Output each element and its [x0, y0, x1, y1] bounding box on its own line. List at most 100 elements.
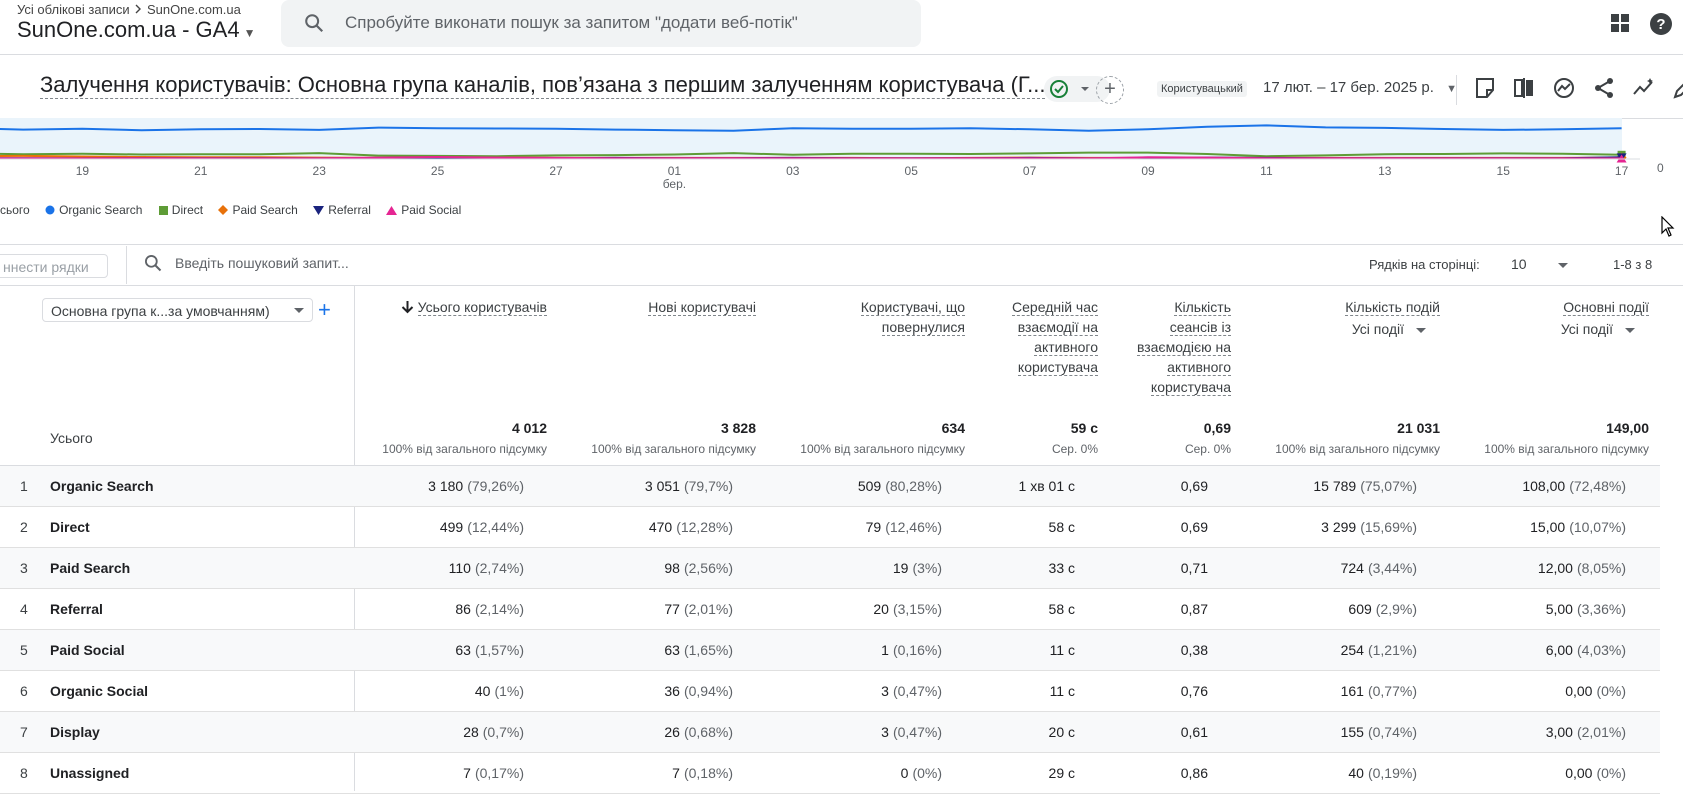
breadcrumb-child[interactable]: SunOne.com.ua: [146, 2, 241, 18]
dimension-selector[interactable]: Основна група к...за умовчанням): [42, 298, 313, 322]
add-dimension-button[interactable]: +: [318, 297, 331, 322]
row-dimension[interactable]: Display: [50, 724, 100, 740]
col-header-key-events[interactable]: Основні події Усі події: [1479, 297, 1649, 339]
col-header-total-users[interactable]: Усього користувачів: [377, 297, 547, 317]
table-row[interactable]: 8 Unassigned 7 (0,17%) 7 (0,18%) 0 (0%) 29 с 0,86…: [0, 753, 1660, 794]
total-value: 634: [941, 420, 965, 436]
legend-item-organic-search[interactable]: Organic Search: [45, 203, 142, 217]
report-title[interactable]: Залучення користувачів: Основна група ка…: [40, 72, 1046, 99]
event-filter-select[interactable]: Усі події: [1270, 319, 1440, 339]
row-cell: 7 (0,18%): [672, 765, 733, 781]
row-index: 2: [20, 519, 28, 535]
check-circle-icon[interactable]: [1043, 75, 1111, 103]
y-axis-zero-label: 0: [1657, 161, 1664, 175]
caret-down-icon: ▼: [1446, 83, 1457, 95]
row-cell: 40 (1%): [474, 683, 524, 699]
total-sub: 100% від загального підсумку: [800, 442, 965, 456]
legend-item-referral[interactable]: Referral: [313, 203, 371, 217]
table-row[interactable]: 7 Display 28 (0,7%) 26 (0,68%) 3 (0,47%) 20 с 0,6…: [0, 712, 1660, 753]
row-cell: 12,00 (8,05%): [1537, 560, 1626, 576]
table-header-divider: [0, 285, 1683, 286]
rows-per-page-select[interactable]: 10: [1511, 256, 1527, 272]
row-cell: 0,86: [1180, 765, 1208, 781]
x-tick-label: 01: [668, 164, 682, 178]
caret-down-icon: [1416, 328, 1426, 333]
row-cell: 33 с: [1048, 560, 1075, 576]
svg-text:?: ?: [1656, 16, 1665, 33]
row-cell: 58 с: [1048, 519, 1075, 535]
table-row[interactable]: 3 Paid Search 110 (2,74%) 98 (2,56%) 19 (3%) 33 …: [0, 548, 1660, 589]
table-row[interactable]: 2 Direct 499 (12,44%) 470 (12,28%) 79 (12,46%) 5…: [0, 507, 1660, 548]
row-cell: 108,00 (72,48%): [1522, 478, 1626, 494]
legend-item-total[interactable]: сього: [0, 203, 30, 217]
plot-rows-button[interactable]: ннести рядки: [0, 254, 108, 278]
help-icon[interactable]: ?: [1649, 12, 1673, 36]
row-index: 7: [20, 724, 28, 740]
row-cell: 3 299 (15,69%): [1321, 519, 1417, 535]
breadcrumb-root[interactable]: Усі облікові записи: [17, 2, 130, 18]
account-selector[interactable]: SunOne.com.ua - GA4 ▼: [17, 17, 255, 43]
row-cell: 254 (1,21%): [1340, 642, 1417, 658]
row-dimension[interactable]: Organic Search: [50, 478, 154, 494]
row-cell: 509 (80,28%): [857, 478, 942, 494]
row-index: 6: [20, 683, 28, 699]
chevron-right-icon: [133, 2, 147, 17]
event-filter-select[interactable]: Усі події: [1479, 319, 1649, 339]
insights-note-icon[interactable]: [1473, 76, 1497, 100]
breadcrumb[interactable]: Усі облікові записи SunOne.com.ua: [17, 1, 241, 17]
row-cell: 0,00 (0%): [1565, 683, 1626, 699]
total-sub: Сер. 0%: [1184, 442, 1231, 456]
row-cell: 155 (0,74%): [1340, 724, 1417, 740]
row-dimension[interactable]: Referral: [50, 601, 103, 617]
row-cell: 36 (0,94%): [664, 683, 733, 699]
square-marker-icon: [158, 206, 168, 215]
apps-grid-icon[interactable]: [1609, 12, 1631, 34]
custom-range-badge: Користувацький: [1157, 81, 1247, 97]
col-header-avg-engagement-time[interactable]: Середній час взаємодії на активного кори…: [1012, 299, 1098, 376]
global-search[interactable]: Спробуйте виконати пошук за запитом "дод…: [281, 0, 921, 47]
caret-down-icon: ▼: [243, 26, 256, 40]
legend-item-paid-social[interactable]: Paid Social: [386, 203, 461, 217]
legend-item-paid-search[interactable]: Paid Search: [218, 203, 298, 217]
row-cell: 0,71: [1180, 560, 1208, 576]
total-value: 59 с: [1070, 420, 1098, 436]
col-header-new-users[interactable]: Нові користувачі: [648, 299, 756, 316]
row-index: 1: [20, 478, 28, 494]
table-search[interactable]: Введіть пошуковий запит...: [143, 253, 349, 273]
x-tick-label: 07: [1023, 164, 1037, 178]
table-toolbar-divider: [0, 244, 1683, 245]
insights-icon[interactable]: [1552, 76, 1576, 100]
add-comparison-button[interactable]: +: [1096, 76, 1124, 104]
row-index: 3: [20, 560, 28, 576]
row-cell: 0,69: [1180, 478, 1208, 494]
total-value: 21 031: [1397, 420, 1440, 436]
edit-icon[interactable]: [1672, 76, 1683, 100]
row-cell: 98 (2,56%): [664, 560, 733, 576]
x-month-label: бер.: [663, 177, 686, 190]
row-cell: 5,00 (3,36%): [1545, 601, 1626, 617]
row-dimension[interactable]: Paid Search: [50, 560, 131, 576]
legend-item-direct[interactable]: Direct: [158, 203, 203, 217]
table-row[interactable]: 6 Organic Social 40 (1%) 36 (0,94%) 3 (0,47%) 11…: [0, 671, 1660, 712]
col-header-event-count[interactable]: Кількість подій Усі події: [1270, 297, 1440, 339]
series-line-organic-search: [0, 124, 1622, 132]
row-cell: 6,00 (4,03%): [1545, 642, 1626, 658]
table-row[interactable]: 4 Referral 86 (2,14%) 77 (2,01%) 20 (3,15%) 58 с…: [0, 589, 1660, 630]
col-header-engaged-sessions[interactable]: Кількість сеансів із взаємодією на актив…: [1136, 299, 1231, 396]
table-row[interactable]: 5 Paid Social 63 (1,57%) 63 (1,65%) 1 (0,16%) 11…: [0, 630, 1660, 671]
row-cell: 3 180 (79,26%): [428, 478, 524, 494]
circle-marker-icon: [45, 205, 55, 215]
trend-sparkle-icon[interactable]: [1632, 76, 1656, 100]
row-dimension[interactable]: Unassigned: [50, 765, 130, 781]
col-header-returning-users[interactable]: Користувачі, що повернулися: [860, 299, 965, 336]
date-range-picker[interactable]: 17 лют. – 17 бер. 2025 р. ▼: [1263, 79, 1457, 96]
rows-per-page-label: Рядків на сторінці:: [1369, 257, 1480, 272]
share-icon[interactable]: [1592, 76, 1616, 100]
table-row[interactable]: 1 Organic Search 3 180 (79,26%) 3 051 (79,7%)…: [0, 466, 1660, 507]
caret-down-icon[interactable]: [1557, 262, 1569, 270]
row-dimension[interactable]: Paid Social: [50, 642, 125, 658]
row-dimension[interactable]: Direct: [50, 519, 90, 535]
x-tick-label: 21: [194, 164, 208, 178]
row-dimension[interactable]: Organic Social: [50, 683, 149, 699]
compare-icon[interactable]: [1512, 76, 1536, 100]
